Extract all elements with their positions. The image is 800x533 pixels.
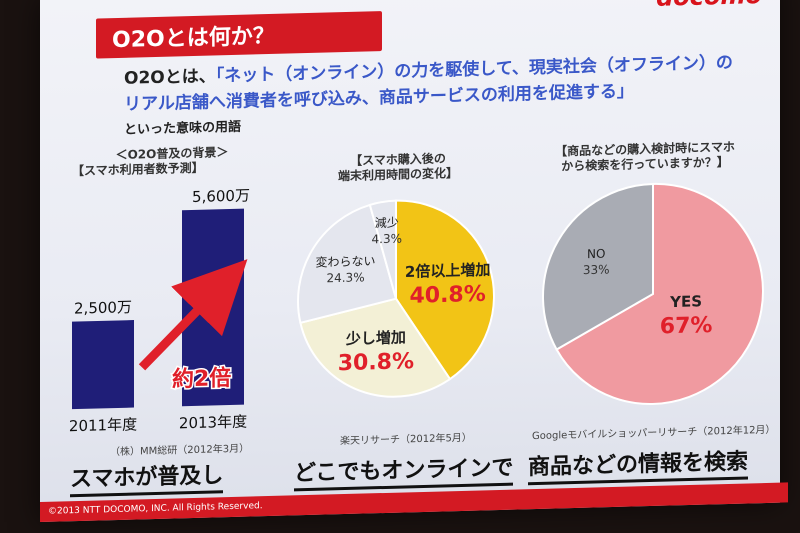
middle-caption: どこでもオンラインで [294, 449, 514, 492]
pie-slice-value: 40.8% [409, 282, 485, 309]
pie-slice [542, 182, 654, 351]
pie-slice [368, 199, 397, 299]
bar-category-label: 2013年度 [179, 413, 247, 433]
docomo-logo: docomo [656, 0, 762, 12]
pie-slice-value: 67% [660, 313, 713, 339]
growth-label: 約2倍 [172, 365, 231, 393]
bar [72, 320, 134, 410]
pie-slice-label: 減少 [375, 215, 399, 231]
middle-source: 楽天リサーチ（2012年5月） [340, 432, 472, 448]
pie-slice-label: NO [587, 247, 605, 261]
slide-title: O2Oとは何か？ [96, 11, 382, 59]
growth-arrow [138, 259, 248, 371]
pie-slice-label: 2倍以上増加 [405, 261, 490, 281]
bar-chart: 2,500万 2011年度 5,600万 2013年度 約2倍 [69, 187, 250, 436]
bar-value-label: 5,600万 [192, 187, 250, 207]
pie-slice-value: 30.8% [338, 349, 414, 376]
left-source: （株）MM総研（2012年3月） [110, 443, 250, 459]
right-caption: 商品などの情報を検索 [528, 443, 749, 486]
pie-slice-value: 4.3% [372, 232, 402, 247]
pie-slice-label: YES [669, 292, 702, 311]
definition-prefix: O2Oとは、 [124, 66, 216, 89]
middle-panel: 【スマホ購入後の 端末利用時間の変化】 [308, 150, 488, 185]
pie-slice-label: 少し増加 [345, 328, 406, 348]
pie-slice [555, 182, 764, 405]
pie-slice-value: 33% [583, 262, 610, 277]
copyright-text: ©2013 NTT DOCOMO, INC. All Rights Reserv… [48, 501, 263, 517]
left-panel: ＜O2O普及の背景＞ 【スマホ利用者数予測】 [62, 144, 282, 180]
right-panel: 【商品などの購入検討時にスマホ から検索を行っていますか？】 [530, 139, 760, 175]
pie-slice [299, 297, 452, 398]
pie-slice-label: 変わらない [316, 253, 376, 270]
pie-slice [297, 203, 398, 325]
bar-value-label: 2,500万 [74, 298, 132, 318]
definition-text: O2Oとは、「ネット（オンライン）の力を駆使して、現実社会（オフライン）の リア… [124, 49, 764, 144]
pie-slice-value: 24.3% [326, 270, 364, 285]
slide: docomo O2Oとは何か？ O2Oとは、「ネット（オンライン）の力を駆使して… [40, 0, 788, 522]
left-caption: スマホが普及し [70, 457, 224, 498]
bar-category-label: 2011年度 [69, 415, 137, 435]
right-source: Googleモバイルショッパーリサーチ（2012年12月） [532, 424, 776, 443]
